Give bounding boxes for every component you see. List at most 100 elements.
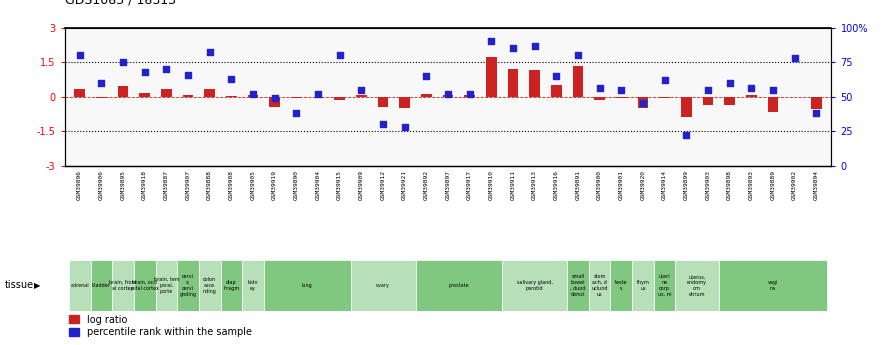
Bar <box>594 97 605 100</box>
Bar <box>702 97 713 105</box>
Bar <box>226 96 237 97</box>
Text: GSM39902: GSM39902 <box>792 170 797 200</box>
Point <box>658 77 672 83</box>
Text: GSM39913: GSM39913 <box>532 170 538 200</box>
Text: ovary: ovary <box>376 283 390 288</box>
Text: colon
asce
nding: colon asce nding <box>202 277 217 294</box>
Text: GSM39903: GSM39903 <box>705 170 711 200</box>
Text: tissue: tissue <box>4 280 34 290</box>
Bar <box>811 97 822 109</box>
Text: vagi
na: vagi na <box>768 280 779 291</box>
Point <box>571 52 585 58</box>
Point <box>224 76 238 81</box>
Text: GSM39892: GSM39892 <box>424 170 429 200</box>
Text: GSM39900: GSM39900 <box>597 170 602 200</box>
Legend: log ratio, percentile rank within the sample: log ratio, percentile rank within the sa… <box>69 315 252 337</box>
Text: GSM39915: GSM39915 <box>337 170 342 200</box>
Text: GSM39888: GSM39888 <box>207 170 212 200</box>
Text: GSM39906: GSM39906 <box>99 170 104 200</box>
Text: GSM39918: GSM39918 <box>142 170 147 200</box>
Bar <box>334 97 345 100</box>
Text: GSM39914: GSM39914 <box>662 170 668 200</box>
Text: GSM39889: GSM39889 <box>771 170 776 200</box>
Point <box>246 91 260 97</box>
Text: small
bowel
, duod
denut: small bowel , duod denut <box>571 274 586 297</box>
Text: kidn
ey: kidn ey <box>248 280 258 291</box>
Bar <box>681 97 692 117</box>
Bar <box>421 94 432 97</box>
Bar <box>416 260 502 310</box>
Bar <box>633 260 654 310</box>
Text: teste
s: teste s <box>615 280 627 291</box>
Point <box>289 110 304 116</box>
Text: GSM39899: GSM39899 <box>684 170 689 200</box>
Bar <box>589 260 610 310</box>
Bar <box>745 96 757 97</box>
Text: diap
hragm: diap hragm <box>223 280 239 291</box>
Point <box>311 91 325 97</box>
Text: thym
us: thym us <box>636 280 650 291</box>
Text: brain, occi
pital cortex: brain, occi pital cortex <box>131 280 159 291</box>
Bar <box>530 70 540 97</box>
Bar <box>676 260 719 310</box>
Text: GSM39916: GSM39916 <box>554 170 559 200</box>
Point <box>94 80 108 86</box>
Text: GSM39901: GSM39901 <box>619 170 624 200</box>
Point <box>484 39 498 44</box>
Bar <box>464 96 475 97</box>
Point <box>73 52 87 58</box>
Bar <box>350 260 416 310</box>
Bar <box>400 97 410 108</box>
Point <box>506 46 521 51</box>
Point <box>441 91 455 97</box>
Point <box>137 69 151 75</box>
Bar <box>242 260 263 310</box>
Text: bladder: bladder <box>92 283 111 288</box>
Text: GDS1085 / 18313: GDS1085 / 18313 <box>65 0 176 7</box>
Point <box>354 87 368 92</box>
Text: GSM39894: GSM39894 <box>814 170 819 200</box>
Bar <box>161 89 172 97</box>
Bar <box>659 97 670 98</box>
Text: GSM39904: GSM39904 <box>315 170 321 200</box>
Text: GSM39893: GSM39893 <box>749 170 754 200</box>
Point <box>766 87 780 92</box>
Bar <box>69 260 90 310</box>
Point <box>788 55 802 61</box>
Point <box>745 86 759 91</box>
Text: GSM39887: GSM39887 <box>164 170 168 200</box>
Text: GSM39907: GSM39907 <box>185 170 191 200</box>
Bar <box>220 260 242 310</box>
Bar <box>313 97 323 98</box>
Text: uteri
ne
corp
us, m: uteri ne corp us, m <box>658 274 671 297</box>
Text: GSM39919: GSM39919 <box>272 170 277 200</box>
Bar <box>551 85 562 97</box>
Text: salivary gland,
parotid: salivary gland, parotid <box>517 280 553 291</box>
Bar <box>654 260 676 310</box>
Text: GSM39905: GSM39905 <box>251 170 255 200</box>
Bar <box>638 97 649 108</box>
Point <box>679 132 694 138</box>
Text: GSM39921: GSM39921 <box>402 170 407 200</box>
Text: stom
ach, d
uclund
us: stom ach, d uclund us <box>591 274 607 297</box>
Point <box>462 91 477 97</box>
Bar <box>616 97 626 98</box>
Point <box>268 95 282 101</box>
Text: brain, front
al cortex: brain, front al cortex <box>109 280 137 291</box>
Text: GSM39896: GSM39896 <box>77 170 82 200</box>
Text: cervi
x,
cervi
gnding: cervi x, cervi gnding <box>179 274 196 297</box>
Point <box>722 80 737 86</box>
Text: uterus,
endomy
om
etrium: uterus, endomy om etrium <box>687 274 707 297</box>
Point <box>528 43 542 48</box>
Bar <box>199 260 220 310</box>
Bar <box>356 96 366 97</box>
Point <box>701 87 715 92</box>
Text: GSM39912: GSM39912 <box>381 170 385 200</box>
Text: adrenal: adrenal <box>71 283 89 288</box>
Bar <box>573 66 583 97</box>
Point <box>636 101 650 106</box>
Point <box>181 72 195 77</box>
Point <box>809 110 823 116</box>
Point <box>549 73 564 79</box>
Text: GSM39895: GSM39895 <box>120 170 125 200</box>
